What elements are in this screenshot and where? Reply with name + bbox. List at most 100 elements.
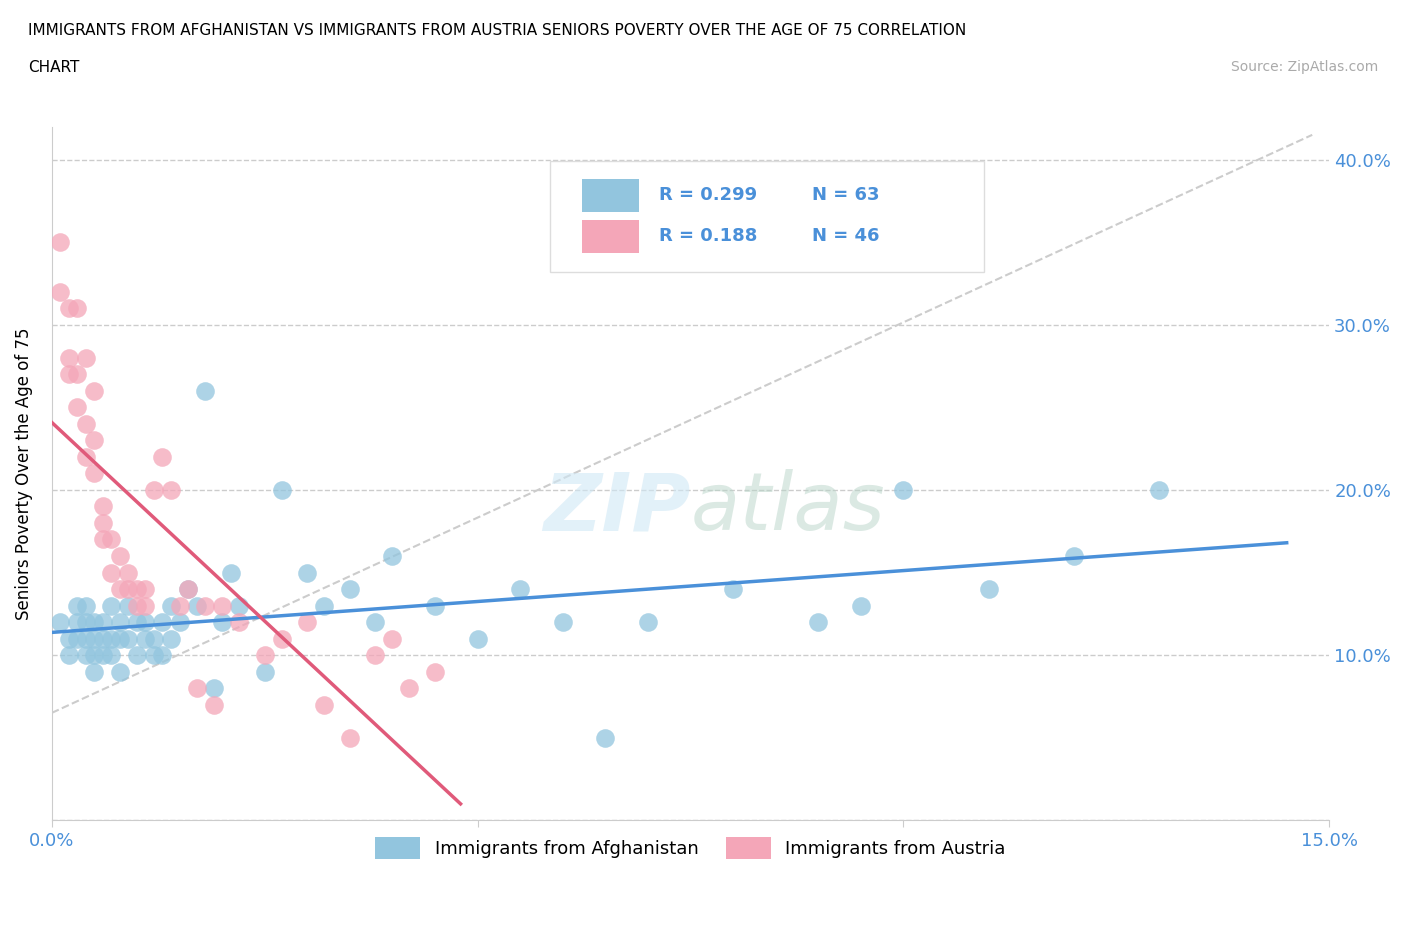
Point (91, 647, 114, 662)
Point (152, 615, 174, 630)
Point (75, 647, 97, 662)
Text: CHART: CHART (28, 60, 80, 75)
Text: N = 46: N = 46 (811, 227, 879, 246)
Point (91, 631, 114, 646)
Point (83, 647, 105, 662)
Point (83, 466, 105, 481)
Point (467, 631, 489, 646)
Point (100, 532, 122, 547)
Point (186, 681, 208, 696)
Point (75, 449, 97, 464)
Point (91, 499, 114, 514)
Text: N = 63: N = 63 (811, 186, 879, 205)
Point (423, 598, 446, 613)
FancyBboxPatch shape (582, 179, 640, 212)
Point (49, 615, 72, 630)
Point (134, 581, 156, 596)
Text: Source: ZipAtlas.com: Source: ZipAtlas.com (1230, 60, 1378, 74)
Point (58, 367, 80, 382)
Point (297, 565, 319, 580)
Point (339, 581, 361, 596)
Text: IMMIGRANTS FROM AFGHANISTAN VS IMMIGRANTS FROM AUSTRIA SENIORS POVERTY OVER THE : IMMIGRANTS FROM AFGHANISTAN VS IMMIGRANT… (28, 23, 966, 38)
Point (194, 598, 217, 613)
Point (807, 615, 830, 630)
Point (108, 664, 131, 679)
Point (125, 615, 148, 630)
Point (75, 598, 97, 613)
Point (58, 647, 80, 662)
Point (108, 549, 131, 564)
Text: R = 0.188: R = 0.188 (658, 227, 756, 246)
Text: atlas: atlas (690, 469, 886, 547)
Point (219, 565, 242, 580)
Point (91, 615, 114, 630)
Point (169, 615, 191, 630)
Point (849, 598, 872, 613)
Point (186, 598, 208, 613)
Point (91, 532, 114, 547)
Point (270, 483, 292, 498)
Legend: Immigrants from Afghanistan, Immigrants from Austria: Immigrants from Afghanistan, Immigrants … (368, 830, 1012, 867)
Point (66, 367, 89, 382)
Point (100, 631, 122, 646)
Point (551, 615, 574, 630)
Point (66, 300, 89, 315)
Point (117, 565, 139, 580)
Point (152, 647, 174, 662)
Point (381, 631, 404, 646)
Point (83, 664, 105, 679)
Point (364, 615, 387, 630)
Point (194, 383, 217, 398)
Point (1147, 483, 1170, 498)
Point (134, 631, 156, 646)
Point (58, 300, 80, 315)
Point (134, 598, 156, 613)
Point (117, 598, 139, 613)
Point (977, 581, 1000, 596)
Point (125, 581, 148, 596)
Point (253, 647, 276, 662)
Point (270, 631, 292, 646)
Point (339, 730, 361, 745)
Point (83, 615, 105, 630)
Point (169, 598, 191, 613)
Point (177, 581, 200, 596)
Point (253, 664, 276, 679)
Point (125, 647, 148, 662)
Point (49, 234, 72, 249)
Point (202, 698, 225, 712)
Point (160, 631, 183, 646)
Point (637, 615, 659, 630)
FancyBboxPatch shape (550, 161, 984, 272)
Point (142, 483, 165, 498)
Point (117, 631, 139, 646)
Point (125, 598, 148, 613)
Point (49, 285, 72, 299)
Point (177, 581, 200, 596)
Y-axis label: Seniors Poverty Over the Age of 75: Seniors Poverty Over the Age of 75 (15, 327, 32, 619)
Point (83, 383, 105, 398)
Point (721, 581, 744, 596)
Point (75, 615, 97, 630)
Point (58, 631, 80, 646)
Point (58, 351, 80, 365)
Point (314, 698, 336, 712)
Point (152, 449, 174, 464)
Point (100, 565, 122, 580)
Point (66, 615, 89, 630)
Point (142, 631, 165, 646)
Point (83, 631, 105, 646)
Point (66, 400, 89, 415)
Point (595, 730, 617, 745)
Point (66, 631, 89, 646)
Point (381, 549, 404, 564)
Point (100, 647, 122, 662)
Point (160, 483, 183, 498)
Point (160, 598, 183, 613)
Point (108, 631, 131, 646)
Point (893, 483, 915, 498)
Point (509, 581, 531, 596)
Point (142, 647, 165, 662)
Text: R = 0.299: R = 0.299 (658, 186, 756, 205)
Point (134, 615, 156, 630)
